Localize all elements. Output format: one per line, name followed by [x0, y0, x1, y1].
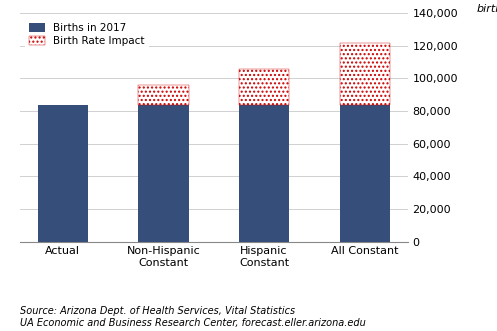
Bar	[138, 105, 188, 242]
Bar	[339, 43, 390, 105]
Bar	[138, 85, 188, 105]
Bar	[239, 69, 289, 105]
Text: Exhibit 7: The Impact of Birth Rate Changes on Arizona Births: Exhibit 7: The Impact of Birth Rate Chan…	[43, 15, 454, 27]
Y-axis label: births: births	[477, 4, 497, 14]
Legend: Births in 2017, Birth Rate Impact: Births in 2017, Birth Rate Impact	[25, 19, 149, 50]
Text: Source: Arizona Dept. of Health Services, Vital Statistics
UA Economic and Busin: Source: Arizona Dept. of Health Services…	[20, 306, 366, 328]
Bar	[239, 105, 289, 242]
Bar	[37, 105, 88, 242]
Bar	[339, 105, 390, 242]
